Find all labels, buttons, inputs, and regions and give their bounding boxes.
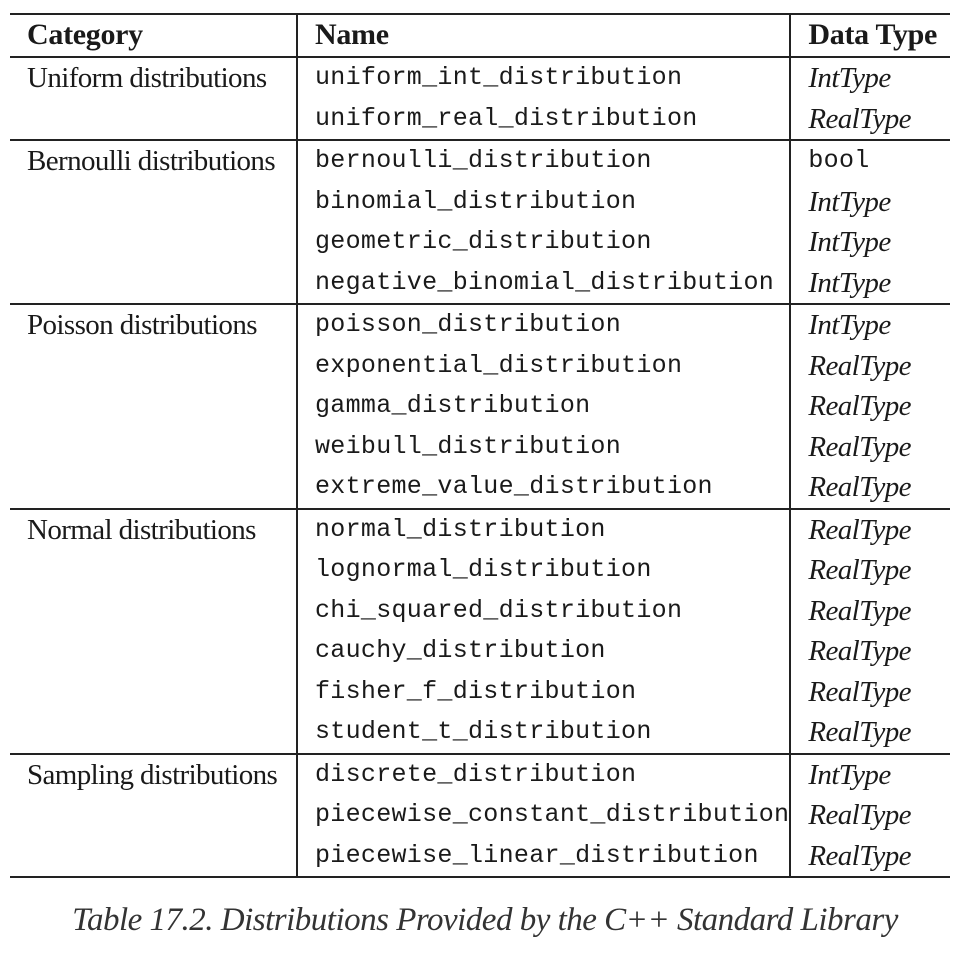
table-row: cauchy_distribution RealType xyxy=(10,631,950,672)
distribution-name-cell: exponential_distribution xyxy=(295,345,791,386)
table-row: exponential_distribution RealType xyxy=(10,345,950,387)
data-type-cell: RealType xyxy=(789,712,950,754)
data-type-cell: RealType xyxy=(789,507,950,550)
distribution-name-cell: piecewise_linear_distribution xyxy=(295,835,791,877)
distribution-name-cell: gamma_distribution xyxy=(295,386,791,427)
category-cell-empty xyxy=(10,591,297,632)
distribution-name-cell: lognormal_distribution xyxy=(295,550,791,591)
distribution-name-cell: normal_distribution xyxy=(295,507,791,550)
distribution-name-cell: bernoulli_distribution xyxy=(295,139,791,182)
table-row: fisher_f_distribution RealType xyxy=(10,671,950,713)
category-cell-empty xyxy=(10,346,297,387)
table-row: chi_squared_distribution RealType xyxy=(10,590,950,632)
table-row: Uniform distributions uniform_int_distrib… xyxy=(10,57,950,99)
category-cell: Poisson distributions xyxy=(10,303,297,346)
distribution-name-cell: fisher_f_distribution xyxy=(295,671,791,712)
table-row: weibull_distribution RealType xyxy=(10,426,950,468)
distribution-name-cell: binomial_distribution xyxy=(295,181,791,222)
table-body: Uniform distributions uniform_int_distrib… xyxy=(10,57,950,877)
category-cell-empty xyxy=(10,712,297,754)
category-cell-empty xyxy=(10,672,297,713)
table-row: piecewise_linear_distribution RealType xyxy=(10,835,950,878)
table-row: extreme_value_distribution RealType xyxy=(10,467,950,509)
category-cell-empty xyxy=(10,467,297,509)
table-row: binomial_distribution IntType xyxy=(10,181,950,223)
data-type-cell: RealType xyxy=(789,467,950,509)
distributions-table: Category Name Data Type Uniform distribu… xyxy=(10,13,950,878)
category-cell: Bernoulli distributions xyxy=(10,139,297,182)
header-row: Category Name Data Type xyxy=(10,14,950,58)
data-type-cell: RealType xyxy=(789,795,950,836)
distribution-name-cell: cauchy_distribution xyxy=(295,631,791,672)
data-type-cell: IntType xyxy=(789,181,950,222)
distribution-name-cell: discrete_distribution xyxy=(295,752,791,795)
category-cell-empty xyxy=(10,182,297,223)
distribution-name-cell: uniform_int_distribution xyxy=(295,57,791,99)
table-row: piecewise_constant_distribution RealType xyxy=(10,795,950,836)
distribution-name-cell: extreme_value_distribution xyxy=(295,467,791,509)
category-cell-empty xyxy=(10,795,297,836)
category-cell: Sampling distributions xyxy=(10,752,297,795)
table-row: Poisson distributions poisson_distributio… xyxy=(10,303,950,346)
category-cell-empty xyxy=(10,631,297,672)
header-category: Category xyxy=(10,14,297,58)
data-type-cell: RealType xyxy=(789,345,950,386)
data-type-cell: RealType xyxy=(789,590,950,631)
category-cell-empty xyxy=(10,263,297,305)
data-type-cell: RealType xyxy=(789,426,950,467)
category-cell: Uniform distributions xyxy=(27,62,267,94)
table-row: Sampling distributions discrete_distribut… xyxy=(10,752,950,795)
data-type-cell: RealType xyxy=(789,835,950,877)
distribution-name-cell: poisson_distribution xyxy=(295,303,791,346)
table-row: uniform_real_distribution RealType xyxy=(10,98,950,141)
data-type-cell: RealType xyxy=(789,671,950,712)
table-row: Bernoulli distributions bernoulli_distrib… xyxy=(10,139,950,182)
data-type-cell: RealType xyxy=(789,550,950,591)
header-data-type: Data Type xyxy=(789,14,950,58)
category-cell-empty xyxy=(10,550,297,591)
table-row: Normal distributions normal_distribution R… xyxy=(10,507,950,550)
distribution-name-cell: piecewise_constant_distribution xyxy=(295,795,791,836)
table-caption: Table 17.2. Distributions Provided by th… xyxy=(72,902,898,938)
table-row: negative_binomial_distribution IntType xyxy=(10,262,950,305)
header-name: Name xyxy=(295,14,791,58)
table-row: student_t_distribution RealType xyxy=(10,712,950,754)
distribution-name-cell: weibull_distribution xyxy=(295,426,791,467)
data-type-cell: RealType xyxy=(789,631,950,672)
table-row: lognormal_distribution RealType xyxy=(10,550,950,591)
table-row: gamma_distribution RealType xyxy=(10,386,950,427)
category-cell-empty xyxy=(10,222,297,263)
data-type-cell: IntType xyxy=(789,262,950,304)
category-cell-empty xyxy=(10,427,297,468)
category-cell-empty xyxy=(10,386,297,427)
data-type-cell: IntType xyxy=(789,57,950,99)
data-type-cell: IntType xyxy=(789,222,950,263)
distribution-name-cell: geometric_distribution xyxy=(295,222,791,263)
table-row: geometric_distribution IntType xyxy=(10,222,950,263)
table-header: Category Name Data Type xyxy=(10,14,950,58)
distribution-name-cell: negative_binomial_distribution xyxy=(295,262,791,304)
category-cell: Normal distributions xyxy=(10,507,297,550)
data-type-cell: RealType xyxy=(789,98,950,140)
category-cell-empty xyxy=(10,99,297,141)
distribution-name-cell: uniform_real_distribution xyxy=(295,98,791,140)
data-type-cell: bool xyxy=(789,139,950,182)
data-type-cell: IntType xyxy=(789,752,950,795)
category-cell-empty xyxy=(10,836,297,878)
distribution-name-cell: chi_squared_distribution xyxy=(295,590,791,631)
distribution-name-cell: student_t_distribution xyxy=(295,712,791,754)
data-type-cell: RealType xyxy=(789,386,950,427)
data-type-cell: IntType xyxy=(789,303,950,346)
